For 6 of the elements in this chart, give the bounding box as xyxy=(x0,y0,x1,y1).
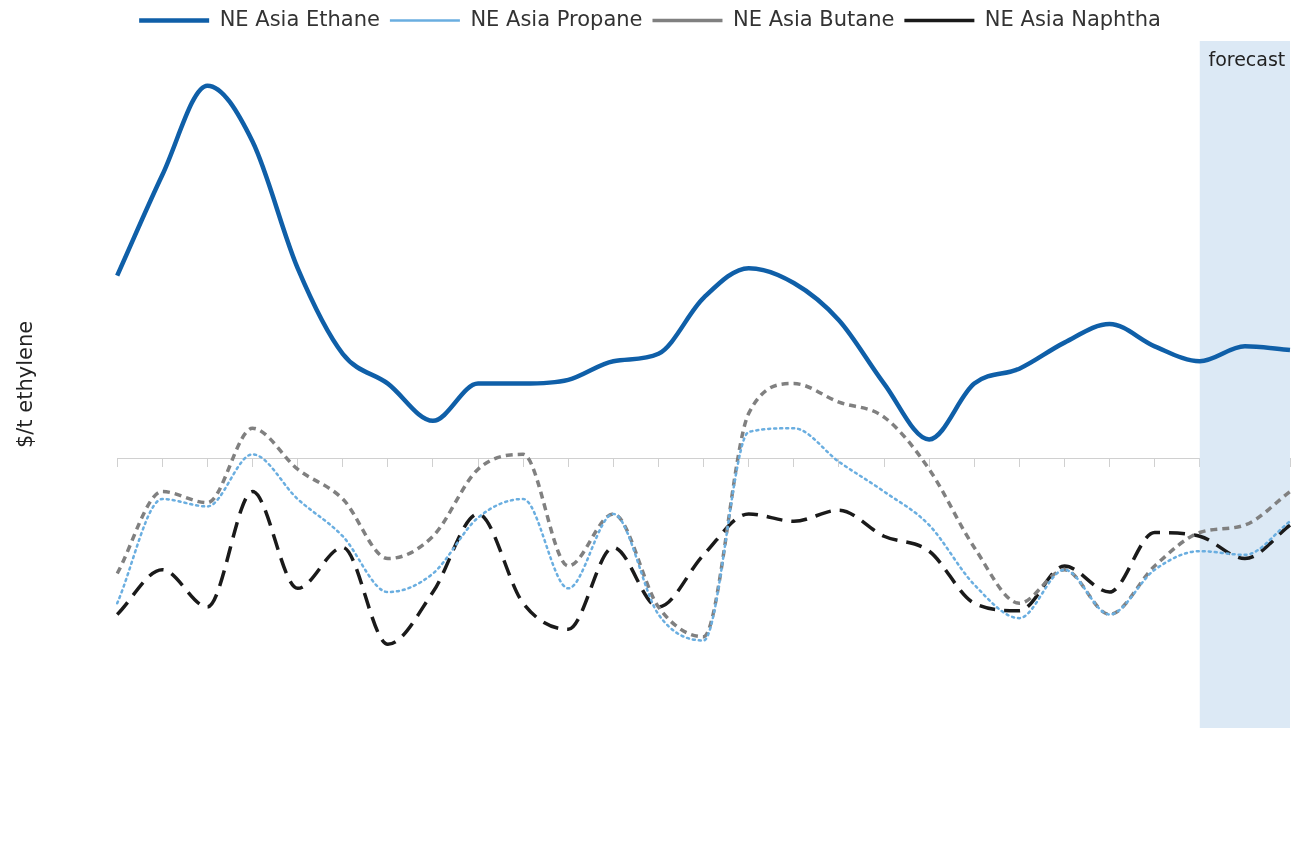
y-axis-title: $/t ethylene xyxy=(13,320,38,449)
legend-label: NE Asia Ethane xyxy=(219,6,380,31)
text: forecast xyxy=(1208,48,1286,71)
legend-label: NE Asia Naphtha xyxy=(984,6,1161,31)
legend-label: NE Asia Butane xyxy=(732,6,895,31)
legend-label: NE Asia Propane xyxy=(470,6,643,31)
